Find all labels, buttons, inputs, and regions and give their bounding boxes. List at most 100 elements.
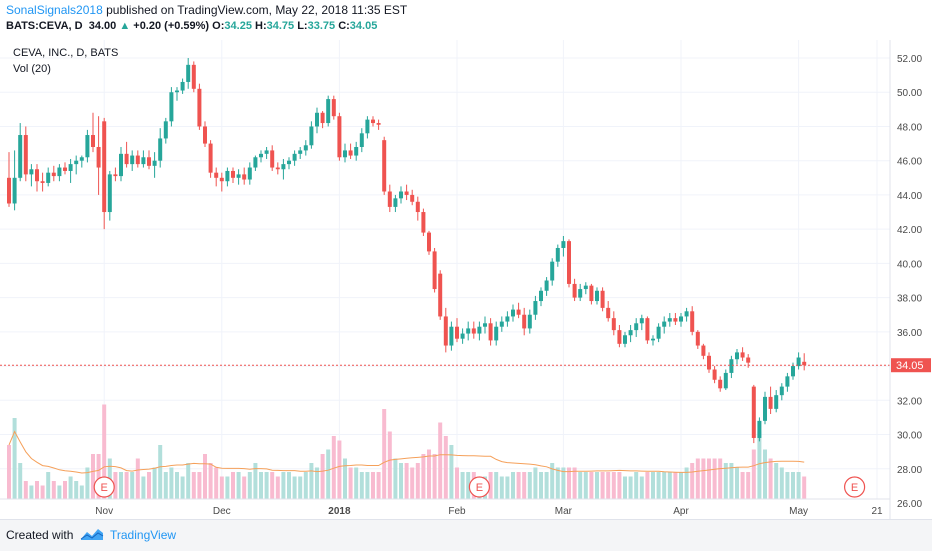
footer-brand-link[interactable]: TradingView — [110, 528, 177, 542]
candle-body — [214, 172, 219, 178]
candle-body — [371, 119, 375, 124]
volume-bar — [595, 472, 599, 499]
candle-body — [236, 174, 241, 178]
candle-body — [600, 290, 605, 308]
candle-body — [18, 135, 23, 178]
candle-body — [79, 157, 84, 161]
volume-bar — [393, 458, 398, 499]
change-up-icon: ▲ — [119, 20, 131, 32]
volume-bar — [79, 485, 84, 499]
volume-bar — [320, 454, 325, 499]
volume-bar — [712, 458, 717, 499]
published-text: published on TradingView.com, May 22, 20… — [106, 3, 408, 17]
volume-bar — [175, 472, 179, 499]
candle-body — [415, 201, 420, 213]
volume-bar — [130, 472, 135, 499]
candle-body — [124, 153, 129, 165]
candle-body — [23, 135, 28, 175]
volume-bar — [527, 472, 532, 499]
candle-body — [494, 326, 499, 341]
volume-bar — [667, 472, 672, 499]
candle-body — [12, 177, 17, 204]
symbol-label: BATS:CEVA, D — [6, 20, 83, 32]
time-axis[interactable]: Nov Dec 2018 Feb Mar Apr May 21 — [95, 506, 883, 517]
candle-body — [572, 283, 577, 298]
volume-bar — [382, 409, 387, 499]
volume-bar — [96, 454, 101, 499]
author-link[interactable]: SonalSignals2018 — [6, 3, 103, 17]
volume-bar — [606, 472, 611, 499]
volume-bar — [746, 472, 751, 499]
volume-bar — [135, 458, 140, 499]
volume-bar — [331, 436, 336, 499]
volume-bar — [259, 472, 263, 499]
volume-bar — [270, 472, 275, 499]
candle-body — [393, 198, 398, 207]
candle-body — [343, 150, 347, 158]
candle-body — [634, 323, 639, 331]
candle-body — [219, 177, 224, 182]
candle-body — [298, 150, 303, 154]
volume-bar — [774, 463, 779, 499]
candle-body — [387, 191, 392, 207]
volume-bar — [180, 476, 185, 499]
volume-bar — [466, 472, 471, 499]
volume-bar — [365, 472, 370, 499]
candle-body — [555, 247, 560, 262]
candle-body — [746, 357, 751, 363]
volume-bar — [292, 476, 297, 499]
earnings-marker-label: E — [101, 482, 108, 494]
legend-title: CEVA, INC., D, BATS — [13, 47, 118, 59]
candle-body — [595, 290, 599, 302]
publish-line: SonalSignals2018 published on TradingVie… — [6, 3, 407, 17]
candle-body — [275, 167, 280, 170]
volume-bar — [119, 472, 123, 499]
candle-body — [309, 126, 314, 146]
candle-body — [63, 167, 67, 171]
volume-bar — [567, 467, 571, 499]
open-label: O: — [212, 20, 225, 32]
candle-body — [662, 321, 667, 327]
candle-body — [499, 321, 504, 327]
close-value: 34.05 — [349, 20, 378, 32]
candle-body — [91, 135, 95, 147]
volume-bar — [679, 472, 683, 499]
volume-bar — [186, 463, 191, 499]
x-tick-label: Mar — [555, 506, 573, 517]
change-value: +0.20 (+0.59%) — [133, 20, 210, 32]
volume-bar — [505, 476, 510, 499]
candle-body — [303, 145, 308, 151]
volume-bar — [253, 463, 258, 499]
candle-body — [533, 301, 538, 315]
tradingview-logo-icon — [80, 529, 104, 540]
volume-bar — [12, 418, 17, 499]
candle-body — [410, 194, 415, 202]
candle-body — [449, 326, 454, 346]
candle-body — [113, 174, 118, 177]
low-label: L: — [297, 20, 308, 32]
candle-body — [365, 119, 370, 134]
price-axis[interactable]: 52.00 50.00 48.00 46.00 44.00 42.00 40.00 38.00… — [897, 54, 922, 510]
volume-bar — [735, 467, 739, 499]
volume-bar — [18, 463, 23, 499]
candle-body — [673, 318, 678, 322]
candle-body — [421, 212, 426, 233]
volume-bar — [399, 463, 403, 499]
volume-bar — [46, 472, 51, 499]
volume-bar — [729, 463, 734, 499]
candle-body — [639, 318, 644, 324]
candle-body — [611, 318, 616, 331]
candle-body — [96, 147, 101, 168]
x-tick-label: Feb — [448, 506, 466, 517]
price-chart[interactable]: E E E 52.00 50.00 48.00 46.00 44.00 42.00 40.00 3… — [0, 40, 932, 519]
volume-bar — [617, 472, 622, 499]
volume-bar — [421, 454, 426, 499]
candle-body — [57, 167, 62, 177]
ohlc-line: BATS:CEVA, D 34.00 ▲ +0.20 (+0.59%) O:34… — [6, 20, 377, 32]
candle-body — [163, 121, 168, 139]
candle-body — [707, 355, 711, 370]
volume-bar — [303, 472, 308, 499]
volume-bar — [763, 449, 767, 499]
volume-bar — [7, 445, 11, 499]
volume-bar — [561, 467, 566, 499]
